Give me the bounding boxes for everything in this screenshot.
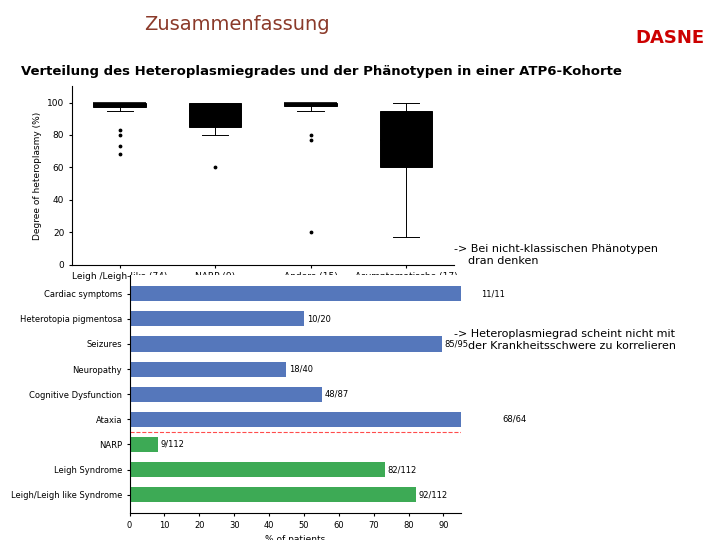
Bar: [130, 336, 441, 352]
Y-axis label: Degree of heteroplasmy (%): Degree of heteroplasmy (%): [32, 111, 42, 240]
Text: 48/87: 48/87: [325, 390, 349, 399]
PathPatch shape: [379, 111, 432, 167]
Text: Zusammenfassung: Zusammenfassung: [144, 15, 330, 34]
Bar: [130, 312, 304, 326]
Bar: [130, 387, 322, 402]
Text: 82/112: 82/112: [387, 465, 417, 474]
Text: 10/20: 10/20: [307, 314, 330, 323]
Text: -> Bei nicht-klassischen Phänotypen
    dran denken: -> Bei nicht-klassischen Phänotypen dran…: [454, 244, 657, 266]
Text: 92/112: 92/112: [419, 490, 448, 499]
PathPatch shape: [284, 103, 337, 106]
Text: DASNE: DASNE: [635, 29, 704, 47]
Bar: [130, 437, 158, 452]
Bar: [130, 286, 478, 301]
Text: 85/95: 85/95: [444, 340, 468, 348]
Text: 68/64: 68/64: [503, 415, 527, 424]
Bar: [130, 362, 287, 376]
Bar: [130, 462, 385, 477]
Text: -> Heteroplasmiegrad scheint nicht mit
    der Krankheitsschwere zu korrelieren: -> Heteroplasmiegrad scheint nicht mit d…: [454, 329, 675, 351]
Text: 18/40: 18/40: [289, 364, 313, 374]
Bar: [130, 487, 416, 502]
Bar: [130, 412, 500, 427]
PathPatch shape: [94, 103, 146, 107]
Text: 11/11: 11/11: [481, 289, 505, 298]
X-axis label: % of patients: % of patients: [265, 535, 325, 540]
Text: 9/112: 9/112: [161, 440, 184, 449]
PathPatch shape: [189, 103, 241, 127]
Text: Verteilung des Heteroplasmiegrades und der Phänotypen in einer ATP6-Kohorte: Verteilung des Heteroplasmiegrades und d…: [22, 65, 622, 78]
